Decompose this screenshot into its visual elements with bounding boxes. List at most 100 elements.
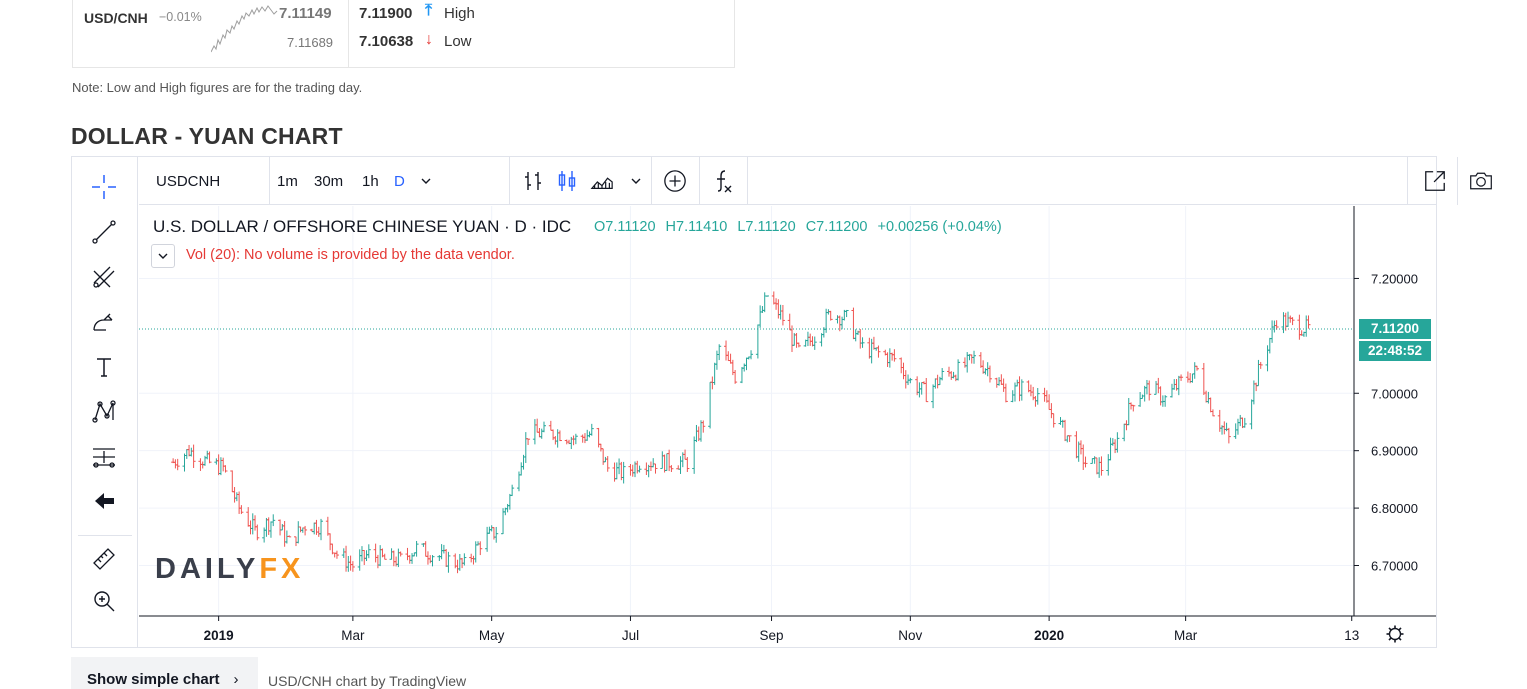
ohlc-bar: [840, 316, 845, 330]
symbol-search[interactable]: USDCNH: [156, 173, 221, 190]
interval-1m[interactable]: 1m: [277, 173, 298, 190]
chevron-right-icon: ›: [233, 671, 239, 688]
ohlc-bar: [635, 460, 640, 474]
ohlc-bar: [1147, 380, 1152, 401]
ohlc-bar: [701, 420, 706, 433]
ohlc-bar: [410, 553, 415, 564]
ruler-icon[interactable]: [86, 541, 122, 577]
ohlc-bar: [476, 541, 481, 546]
ohlc-bar: [319, 518, 324, 541]
interval-1h[interactable]: 1h: [362, 173, 379, 190]
ohlc-bar: [724, 340, 729, 361]
ohlc-bar: [230, 470, 235, 493]
ohlc-bar: [919, 382, 924, 395]
text-tool-icon[interactable]: [86, 349, 122, 385]
price-chart[interactable]: 7.20000 7.00000 6.90000 6.80000 6.70000 2019 M…: [139, 206, 1436, 647]
ohlc-bar: [334, 550, 339, 559]
indicators-icon[interactable]: [711, 169, 735, 193]
ohlc-bar: [708, 381, 713, 429]
ohlc-bar: [717, 344, 722, 361]
quote-symbol[interactable]: USD/CNH: [84, 10, 148, 26]
ohlc-bar: [542, 421, 546, 433]
ohlc-bar: [662, 454, 667, 473]
ohlc-bar: [940, 368, 945, 381]
drawing-toolbar: [72, 157, 138, 647]
ohlc-bar: [471, 555, 476, 565]
ohlc-bar: [835, 315, 840, 324]
projection-icon[interactable]: [86, 439, 122, 475]
settings-gear-icon[interactable]: [1388, 627, 1402, 641]
ohlc-bar: [1169, 383, 1174, 398]
arrow-down-icon: ↓: [425, 31, 433, 48]
chart-area[interactable]: 7.20000 7.00000 6.90000 6.80000 6.70000 2019 M…: [139, 206, 1436, 647]
ohlc-bar: [844, 309, 849, 318]
ohlc-bar: [605, 456, 610, 472]
ohlc-bar: [325, 516, 330, 536]
chevron-down-icon[interactable]: [414, 169, 438, 193]
ohlc-bar: [341, 548, 346, 558]
zoom-in-icon[interactable]: [86, 583, 122, 619]
ohlc-bar: [425, 551, 430, 565]
ohlc-bar: [494, 526, 499, 543]
crosshair-icon[interactable]: [86, 169, 122, 205]
ohlc-bar: [207, 451, 212, 464]
ohlc-bar: [444, 548, 449, 567]
camera-icon[interactable]: [1469, 169, 1493, 193]
logo-daily: DAILY: [155, 553, 260, 585]
ohlc-bar: [1222, 421, 1227, 435]
ohlc-bar: [794, 332, 799, 348]
ohlc-bar: [296, 521, 301, 544]
ohlc-bar: [764, 295, 769, 297]
ohlc-bar: [1265, 345, 1270, 372]
area-style-icon[interactable]: [590, 169, 614, 193]
ohlc-bar: [373, 543, 378, 563]
ohlc-bar: [216, 454, 221, 476]
quote-box: USD/CNH −0.01% 7.11149 7.11689 7.11900 ⤒…: [72, 0, 735, 68]
ohlc-bar: [1267, 337, 1272, 354]
ohlc-bar: [573, 433, 578, 445]
ohlc-bar: [997, 377, 1002, 386]
ohlc-bar: [728, 353, 733, 364]
ohlc-bar: [1017, 376, 1022, 402]
ohlc-bar: [828, 310, 833, 321]
chart-credit[interactable]: USD/CNH chart by TradingView: [268, 673, 467, 689]
pitchfork-icon[interactable]: [86, 259, 122, 295]
ohlc-bar: [539, 428, 544, 439]
ohlc-bar: [812, 336, 817, 350]
brush-icon[interactable]: [86, 304, 122, 340]
arrow-left-icon[interactable]: [86, 483, 122, 519]
interval-30m[interactable]: 30m: [314, 173, 344, 190]
ohlc-bar: [239, 505, 244, 515]
interval-d[interactable]: D: [394, 173, 405, 190]
ohlc-bar: [1176, 375, 1181, 396]
ohlc-bar: [924, 378, 929, 403]
bars-style-icon[interactable]: [521, 169, 545, 193]
ohlc-bar: [685, 457, 690, 473]
ohlc-bar: [357, 549, 362, 571]
ohlc-bar: [382, 553, 387, 560]
ohlc-bar: [819, 333, 824, 347]
ohlc-bar: [1074, 431, 1079, 459]
pattern-icon[interactable]: [86, 394, 122, 430]
ohlc-bar: [555, 429, 560, 448]
ohlc-bar: [1254, 382, 1259, 392]
ohlc-bar: [1097, 457, 1102, 478]
ohlc-bar: [234, 492, 239, 502]
ohlc-bar: [776, 299, 781, 319]
ohlc-bar: [937, 376, 942, 386]
ohlc-bar: [692, 436, 697, 474]
open-external-icon[interactable]: [1423, 169, 1447, 193]
ohlc-bar: [268, 521, 273, 538]
ohlc-bar: [660, 451, 665, 469]
ohlc-bar: [1226, 427, 1231, 444]
candles-style-icon[interactable]: [555, 169, 579, 193]
ohlc-bar: [1242, 417, 1247, 428]
show-simple-chart-button[interactable]: Show simple chart ›: [71, 657, 258, 689]
ohlc-bar: [678, 456, 683, 474]
compare-add-icon[interactable]: [663, 169, 687, 193]
ohlc-bar: [808, 333, 813, 346]
volume-toggle[interactable]: [151, 244, 175, 268]
trend-line-icon[interactable]: [86, 214, 122, 250]
ohlc-bar: [1115, 432, 1120, 453]
chevron-down-icon[interactable]: [624, 169, 648, 193]
